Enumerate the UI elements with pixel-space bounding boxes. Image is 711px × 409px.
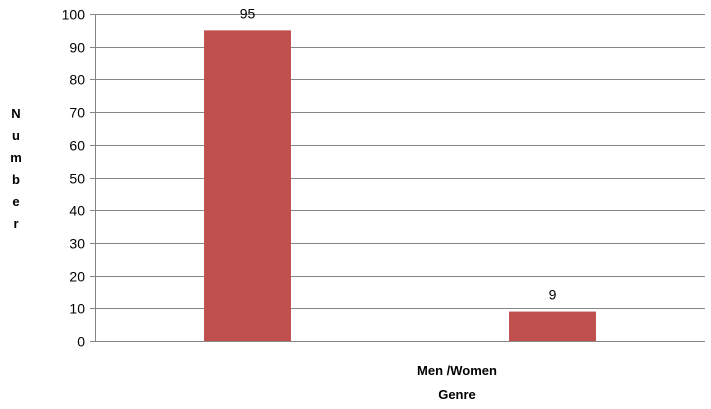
x-axis-label: Men /Women Genre — [417, 363, 497, 402]
bar-women — [509, 311, 596, 341]
y-tick-label: 60 — [69, 138, 85, 154]
y-tick-label: 10 — [69, 301, 85, 317]
y-tick-label: 70 — [69, 105, 85, 121]
y-tick-label: 80 — [69, 72, 85, 88]
y-axis-label-letter: m — [10, 150, 22, 165]
y-axis-label-letter: b — [12, 172, 20, 187]
x-axis-label-line-2: Genre — [438, 387, 476, 402]
y-tick-label: 0 — [77, 334, 85, 350]
data-label-women: 9 — [549, 287, 557, 303]
data-label-men: 95 — [240, 5, 256, 21]
x-axis-label: Men /Women — [417, 363, 497, 378]
bar-men — [204, 30, 291, 341]
y-tick-label: 100 — [62, 7, 86, 23]
y-tick-label: 50 — [69, 171, 85, 187]
y-tick-label: 90 — [69, 40, 85, 56]
y-axis-label-letter: e — [12, 194, 19, 209]
gridlines — [95, 14, 705, 309]
y-tick-label: 20 — [69, 269, 85, 285]
y-tick-label: 30 — [69, 236, 85, 252]
axes — [90, 14, 705, 342]
y-axis-label-letter: r — [13, 216, 18, 231]
data-labels: 95 9 — [240, 5, 557, 302]
bars — [204, 30, 596, 341]
y-tick-label: 40 — [69, 203, 85, 219]
y-axis-label-letter: u — [12, 128, 20, 143]
y-axis-label-letter: N — [11, 106, 20, 121]
y-tick-labels: 0 10 20 30 40 50 60 70 80 90 100 — [62, 7, 86, 350]
